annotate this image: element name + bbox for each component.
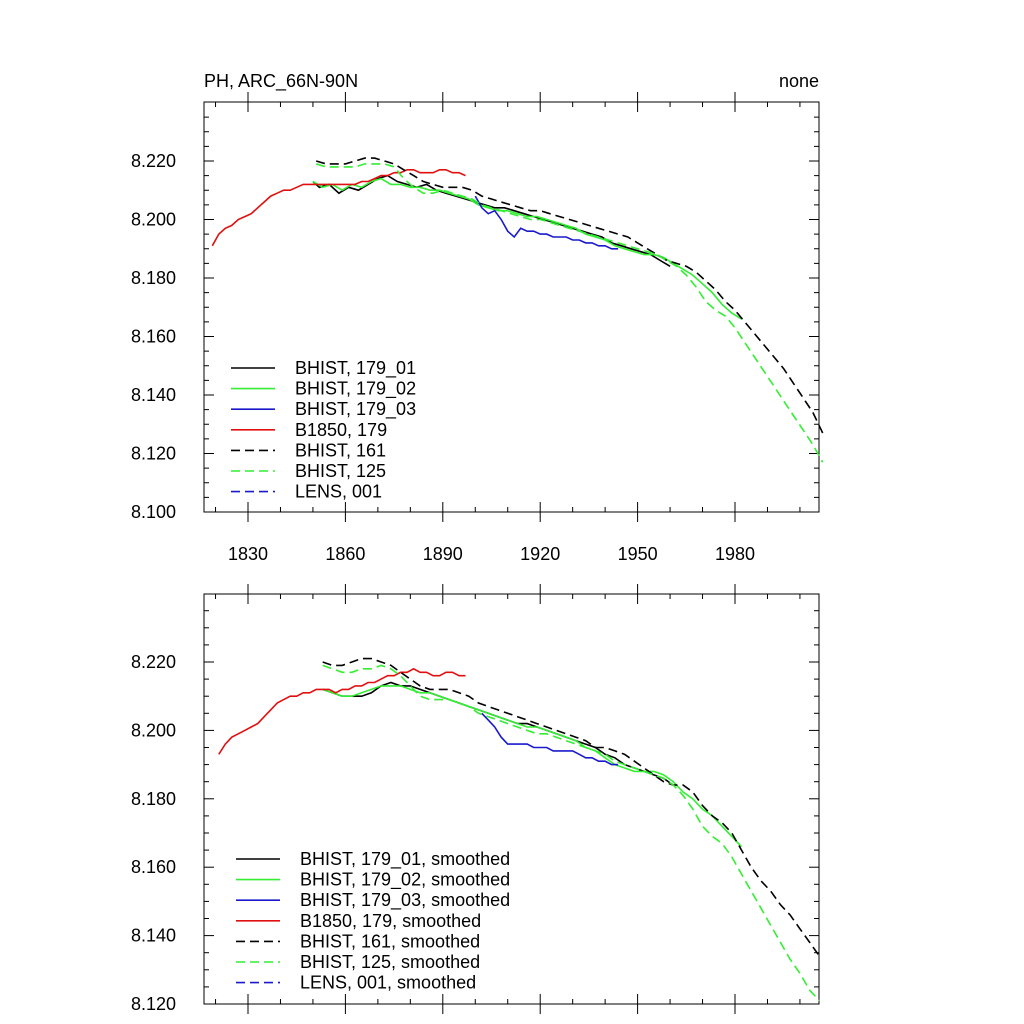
legend-label: BHIST, 179_01, smoothed	[300, 849, 510, 870]
y-tick-label: 8.120	[131, 994, 176, 1014]
x-tick-label: 1980	[715, 544, 755, 564]
series-line	[322, 681, 674, 786]
legend-label: B1850, 179, smoothed	[300, 911, 481, 931]
chart-title-right: none	[779, 71, 819, 91]
series-line	[322, 664, 820, 1002]
series-line	[211, 169, 466, 247]
y-tick-label: 8.200	[131, 720, 176, 740]
series-line	[481, 712, 619, 766]
y-tick-label: 8.120	[131, 444, 176, 464]
plot-frame	[203, 593, 820, 1005]
legend-label: BHIST, 125	[295, 461, 386, 481]
legend-label: BHIST, 179_02	[295, 379, 416, 400]
y-tick-label: 8.140	[131, 385, 176, 405]
x-tick-label: 1860	[325, 544, 365, 564]
series-line	[312, 174, 671, 267]
y-tick-label: 8.100	[131, 502, 176, 522]
series-line	[322, 657, 821, 957]
legend-label: BHIST, 161	[295, 440, 386, 460]
chart-title: PH, ARC_66N-90N	[204, 71, 358, 92]
series-line	[315, 163, 824, 463]
series-line	[218, 667, 466, 755]
legend-label: BHIST, 179_03	[295, 399, 416, 420]
y-tick-label: 8.180	[131, 789, 176, 809]
x-tick-label: 1920	[520, 544, 560, 564]
series-line	[474, 195, 619, 250]
legend-label: LENS, 001, smoothed	[300, 973, 476, 993]
legend-label: B1850, 179	[295, 420, 387, 440]
y-tick-label: 8.220	[131, 151, 176, 171]
series-line	[315, 157, 824, 434]
x-tick-label: 1890	[423, 544, 463, 564]
legend-label: BHIST, 179_02, smoothed	[300, 870, 510, 891]
top-panel: PH, ARC_66N-90N none 1830 1860 1890 1920 195…	[131, 71, 824, 564]
y-tick-label: 8.180	[131, 268, 176, 288]
y-tick-label: 8.140	[131, 926, 176, 946]
y-tick-label: 8.200	[131, 210, 176, 230]
bottom-panel: 8.120 8.140 8.160 8.180 8.200 8.220 BHIST, 179…	[131, 584, 821, 1014]
series-line	[312, 177, 742, 320]
y-tick-label: 8.220	[131, 652, 176, 672]
legend-label: BHIST, 125, smoothed	[300, 952, 480, 972]
legend-label: BHIST, 179_03, smoothed	[300, 890, 510, 911]
y-tick-label: 8.160	[131, 327, 176, 347]
legend-label: LENS, 001	[295, 482, 382, 502]
x-tick-label: 1950	[618, 544, 658, 564]
series-line	[322, 685, 743, 848]
legend-label: BHIST, 161, smoothed	[300, 931, 480, 951]
x-tick-label: 1830	[228, 544, 268, 564]
y-tick-label: 8.160	[131, 857, 176, 877]
legend-label: BHIST, 179_01	[295, 358, 416, 379]
